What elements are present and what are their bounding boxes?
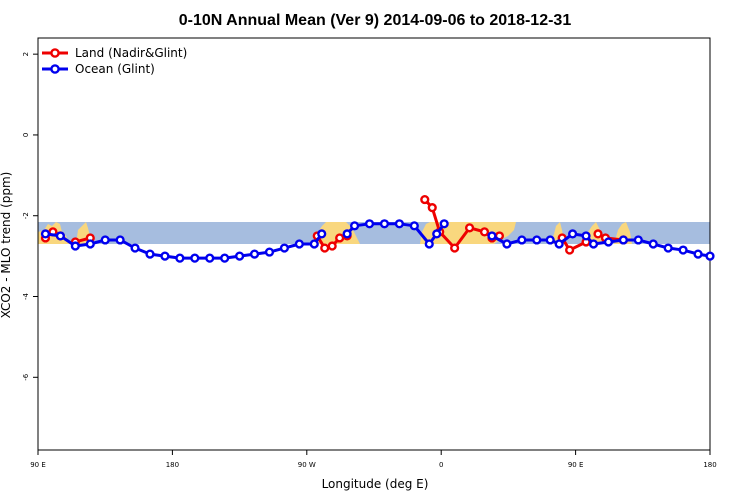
data-point <box>545 235 555 245</box>
data-point <box>588 239 599 249</box>
plot-frame <box>37 37 711 451</box>
data-point <box>55 231 66 241</box>
data-point <box>517 235 527 245</box>
data-point <box>633 235 643 245</box>
legend-label: Ocean (Glint) <box>75 62 155 76</box>
data-point <box>603 237 614 247</box>
data-point <box>502 239 512 249</box>
y-tick-label: -2 <box>22 212 30 219</box>
series-ocean <box>40 219 715 263</box>
data-point <box>349 221 360 231</box>
y-tick-label: -4 <box>22 292 30 300</box>
data-point <box>409 221 419 231</box>
data-point <box>100 235 110 245</box>
x-axis-label: Longitude (deg E) <box>322 477 429 491</box>
data-point <box>464 223 475 233</box>
data-point <box>394 219 404 229</box>
data-point <box>427 203 437 213</box>
legend-marker <box>50 64 60 74</box>
data-point <box>439 219 449 229</box>
axes: 90 E 180 90 W 0 90 E 180 2 0 -2 -4 -6 <box>22 52 717 469</box>
chart-title-group: 0-10N Annual Mean (Ver 9) 2014-09-06 to … <box>179 12 572 29</box>
data-point <box>532 235 542 245</box>
data-point <box>309 239 319 249</box>
x-tick-label: 90 E <box>30 461 46 469</box>
data-point <box>581 231 591 241</box>
x-tick-label: 0 <box>439 461 443 469</box>
data-point <box>145 249 155 259</box>
data-point <box>663 243 673 253</box>
data-point <box>115 235 125 245</box>
data-point <box>335 233 345 243</box>
data-point <box>317 229 327 239</box>
data-point <box>175 253 185 263</box>
data-point <box>279 243 290 253</box>
legend-marker <box>50 48 60 58</box>
data-point <box>264 247 275 257</box>
legend: Land (Nadir&Glint) Ocean (Glint) <box>42 46 187 76</box>
data-point <box>235 251 245 261</box>
data-point <box>479 227 490 237</box>
data-point <box>565 245 575 255</box>
data-point <box>432 229 442 239</box>
chart-title: 0-10N Annual Mean (Ver 9) 2014-09-06 to … <box>179 12 572 29</box>
data-point <box>40 229 51 239</box>
data-point <box>294 239 304 249</box>
data-point <box>342 229 352 239</box>
data-point <box>379 219 390 229</box>
series-layer <box>40 194 715 263</box>
data-point <box>160 251 170 261</box>
data-point <box>190 253 200 263</box>
y-tick-label: 2 <box>22 52 30 56</box>
y-axis-label: XCO2 - MLO trend (ppm) <box>0 172 13 319</box>
plot-border <box>37 37 711 451</box>
data-point <box>568 229 578 239</box>
data-point <box>554 239 564 249</box>
data-point <box>85 239 95 249</box>
data-point <box>648 239 658 249</box>
data-point <box>420 194 430 205</box>
data-point <box>220 253 230 263</box>
data-point <box>205 253 215 263</box>
data-point <box>130 243 140 253</box>
data-point <box>693 249 703 259</box>
data-point <box>70 241 80 251</box>
y-tick-label: -6 <box>22 373 30 381</box>
x-tick-label: 180 <box>703 461 716 469</box>
legend-label: Land (Nadir&Glint) <box>75 46 187 60</box>
x-tick-label: 90 E <box>568 461 584 469</box>
y-tick-label: 0 <box>22 133 30 137</box>
data-point <box>424 239 434 249</box>
data-point <box>249 249 260 259</box>
data-point <box>593 229 603 239</box>
data-point <box>487 231 497 241</box>
data-point <box>327 241 337 251</box>
x-tick-label: 180 <box>166 461 179 469</box>
data-point <box>618 235 628 245</box>
data-point <box>450 243 460 253</box>
x-tick-label: 90 W <box>298 461 316 469</box>
data-point <box>705 251 715 261</box>
data-point <box>364 219 375 229</box>
data-point <box>678 245 688 255</box>
data-point <box>320 243 330 253</box>
